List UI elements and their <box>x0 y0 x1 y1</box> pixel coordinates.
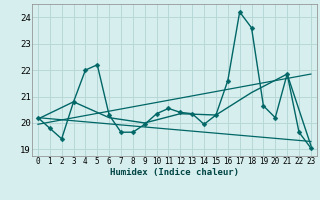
X-axis label: Humidex (Indice chaleur): Humidex (Indice chaleur) <box>110 168 239 177</box>
